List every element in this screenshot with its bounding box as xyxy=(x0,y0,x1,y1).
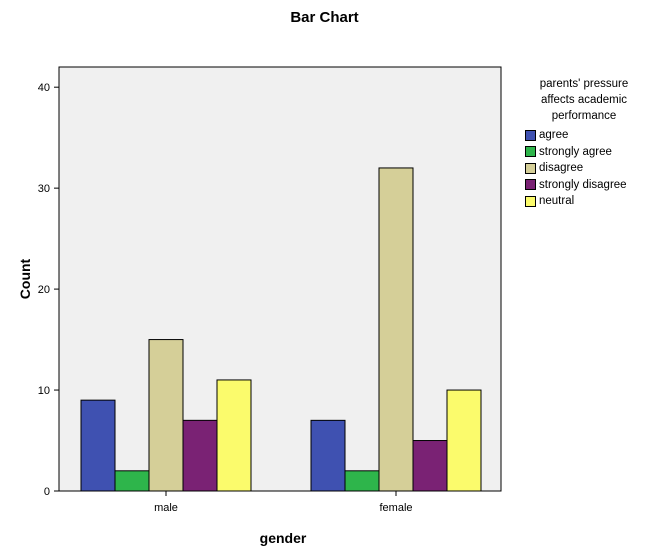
bar-disagree-female xyxy=(378,167,414,492)
bar-strongly-agree-female xyxy=(344,470,380,492)
plot-area xyxy=(58,66,502,492)
bar-disagree-male xyxy=(148,339,184,492)
x-tick-label: male xyxy=(154,502,178,514)
y-tick-label: 20 xyxy=(38,284,50,296)
legend-item: strongly disagree xyxy=(525,177,643,194)
x-axis: male female xyxy=(154,491,413,514)
bar-strongly-agree-male xyxy=(114,470,150,492)
legend-swatch xyxy=(525,195,536,207)
legend-swatch xyxy=(525,162,536,174)
legend-label: neutral xyxy=(539,195,575,208)
legend: parents' pressure affects academic perform… xyxy=(525,76,643,210)
x-tick-label: female xyxy=(379,502,412,514)
legend-item: disagree xyxy=(525,160,643,177)
x-axis-label: gender xyxy=(260,530,307,546)
y-axis: 0 10 20 30 40 xyxy=(38,82,59,498)
legend-title-line: affects academic xyxy=(540,94,628,106)
legend-swatch xyxy=(525,129,536,141)
legend-label: agree xyxy=(539,129,569,142)
legend-item: neutral xyxy=(525,193,643,210)
y-tick-label: 10 xyxy=(38,385,50,397)
legend-item: agree xyxy=(525,127,643,144)
chart-title: Bar Chart xyxy=(290,9,359,26)
bar-neutral-female xyxy=(446,389,482,492)
legend-label: strongly disagree xyxy=(539,178,627,191)
legend-label: disagree xyxy=(539,162,584,175)
legend-title-line: parents' pressure xyxy=(539,78,629,90)
legend-label: strongly agree xyxy=(539,145,612,158)
bar-neutral-male xyxy=(216,379,252,492)
legend-title: parents' pressure affects academic perform… xyxy=(525,76,643,124)
legend-items: agree strongly agree disagree strongly disa… xyxy=(525,127,643,210)
legend-swatch xyxy=(525,179,536,191)
y-axis-label: Count xyxy=(17,258,33,299)
y-tick-label: 0 xyxy=(44,486,50,498)
legend-item: strongly agree xyxy=(525,144,643,161)
y-tick-label: 30 xyxy=(38,183,50,195)
bars xyxy=(80,167,482,492)
legend-title-line: performance xyxy=(551,110,617,122)
legend-swatch xyxy=(525,146,536,158)
y-tick-label: 40 xyxy=(38,82,50,94)
bar-agree-female xyxy=(310,419,346,492)
bar-strongly-disagree-male xyxy=(182,419,218,492)
bar-strongly-disagree-female xyxy=(412,440,448,492)
bar-agree-male xyxy=(80,399,116,492)
